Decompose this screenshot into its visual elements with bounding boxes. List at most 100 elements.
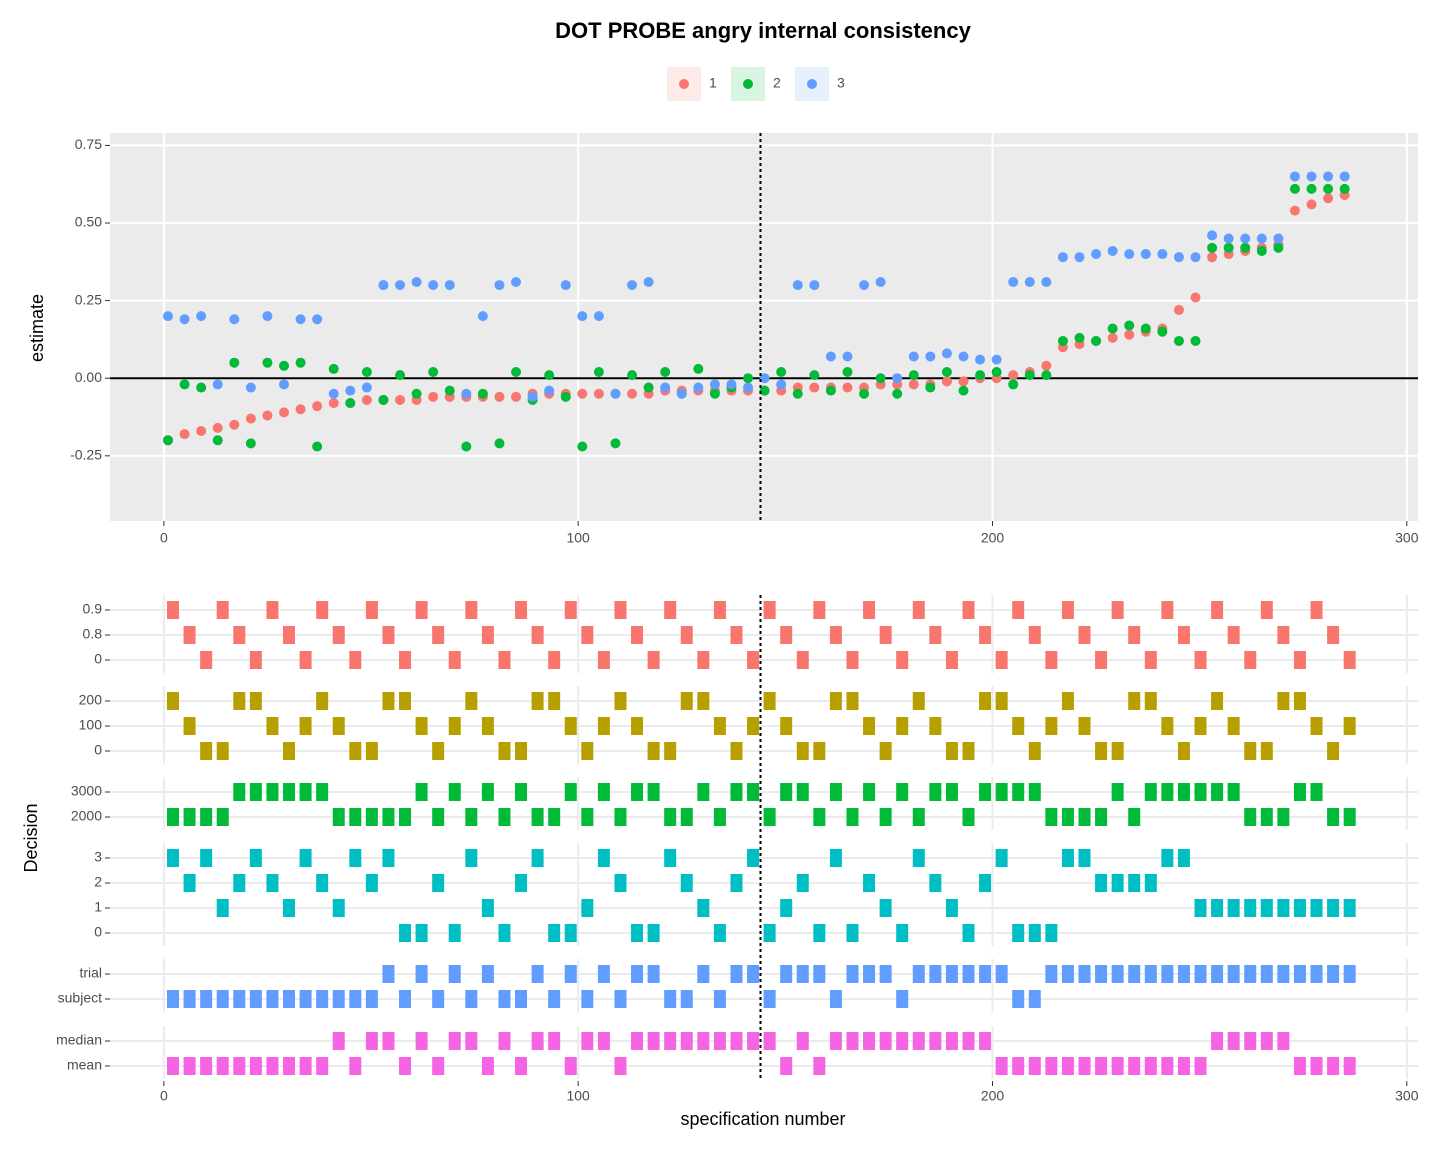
- point: [577, 441, 588, 452]
- point: [842, 382, 853, 393]
- decision-bar: [299, 849, 312, 867]
- point: [825, 351, 836, 362]
- point: [1091, 249, 1102, 260]
- point: [1240, 242, 1251, 253]
- decision-bar: [647, 651, 660, 669]
- decision-bar: [498, 808, 511, 826]
- decision-bar: [332, 899, 345, 917]
- decision-bar: [498, 651, 511, 669]
- decision-bar: [1045, 651, 1058, 669]
- decision-bar: [1293, 965, 1306, 983]
- point: [1190, 335, 1201, 346]
- decision-bar: [863, 965, 876, 983]
- decision-bar: [1227, 717, 1240, 735]
- decision-bar: [912, 965, 925, 983]
- point: [245, 413, 256, 424]
- decision-bar: [332, 626, 345, 644]
- point: [444, 385, 455, 396]
- y-tick-label: mean: [67, 1057, 102, 1073]
- decision-bar: [200, 808, 213, 826]
- decision-bar: [1343, 717, 1356, 735]
- decision-bar: [631, 1032, 644, 1050]
- decision-bar: [332, 717, 345, 735]
- point: [627, 280, 638, 291]
- decision-bar: [680, 808, 693, 826]
- decision-bar: [713, 717, 726, 735]
- x-axis-title: specification number: [680, 1109, 845, 1129]
- decision-bar: [216, 990, 229, 1008]
- decision-bar: [233, 1057, 246, 1075]
- decision-bar: [1327, 808, 1340, 826]
- decision-bar: [1128, 874, 1141, 892]
- legend-label: 1: [709, 75, 717, 91]
- decision-bar: [713, 990, 726, 1008]
- legend-marker: [679, 79, 689, 89]
- point: [179, 314, 190, 325]
- point: [875, 373, 886, 384]
- decision-bar: [929, 783, 942, 801]
- decision-bar: [1260, 808, 1273, 826]
- decision-bar: [233, 874, 246, 892]
- decision-bar: [879, 899, 892, 917]
- decision-bar: [233, 692, 246, 710]
- decision-bar: [763, 924, 776, 942]
- decision-bar: [283, 1057, 296, 1075]
- decision-bar: [183, 1057, 196, 1075]
- decision-bar: [697, 1032, 710, 1050]
- y-tick-label: 2: [94, 874, 102, 890]
- point: [776, 379, 787, 390]
- decision-bar: [763, 990, 776, 1008]
- decision-bar: [697, 965, 710, 983]
- decision-bar: [1144, 692, 1157, 710]
- decision-bar: [581, 1032, 594, 1050]
- decision-bar: [283, 990, 296, 1008]
- decision-bar: [349, 1057, 362, 1075]
- point: [395, 280, 406, 291]
- point: [842, 351, 853, 362]
- decision-bar: [796, 783, 809, 801]
- decision-bar: [531, 692, 544, 710]
- x-tick-label: 200: [981, 530, 1005, 546]
- decision-bar: [730, 965, 743, 983]
- point: [941, 367, 952, 378]
- decision-bar: [1144, 651, 1157, 669]
- decision-bar: [316, 1057, 329, 1075]
- decision-bar: [1310, 899, 1323, 917]
- decision-bar: [912, 808, 925, 826]
- decision-bar: [266, 990, 279, 1008]
- decision-bar: [498, 924, 511, 942]
- point: [627, 370, 638, 381]
- point: [328, 388, 339, 399]
- decision-bar: [167, 849, 180, 867]
- decision-bar: [1293, 692, 1306, 710]
- decision-bar: [515, 601, 528, 619]
- point: [196, 382, 207, 393]
- decision-bar: [531, 1032, 544, 1050]
- decision-bar: [465, 808, 478, 826]
- decision-bar: [432, 808, 445, 826]
- point: [1240, 233, 1251, 244]
- point: [991, 354, 1002, 365]
- point: [1008, 379, 1019, 390]
- decision-bar: [929, 626, 942, 644]
- decision-bar: [1177, 783, 1190, 801]
- decision-bar: [747, 651, 760, 669]
- decision-bar: [1095, 874, 1108, 892]
- point: [1024, 370, 1035, 381]
- decision-bar: [1161, 717, 1174, 735]
- point: [759, 385, 770, 396]
- point: [1057, 252, 1068, 263]
- y-tick-label: 0: [94, 651, 102, 667]
- point: [1008, 276, 1019, 287]
- decision-bar: [846, 692, 859, 710]
- decision-bar: [929, 1032, 942, 1050]
- point: [179, 379, 190, 390]
- decision-bar: [912, 849, 925, 867]
- legend-marker: [807, 79, 817, 89]
- point: [660, 367, 671, 378]
- decision-bar: [1045, 717, 1058, 735]
- decision-bar: [912, 601, 925, 619]
- point: [1124, 320, 1135, 331]
- decision-bar: [829, 1032, 842, 1050]
- decision-bar: [1028, 990, 1041, 1008]
